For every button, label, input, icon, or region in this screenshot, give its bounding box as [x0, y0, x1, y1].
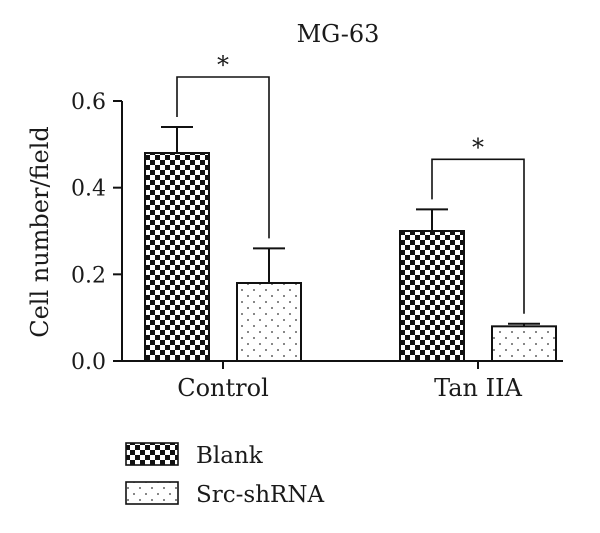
legend-swatch — [125, 442, 179, 466]
x-tick-label: Control — [177, 374, 269, 402]
bar — [491, 325, 557, 363]
y-tick-label: 0.6 — [71, 90, 106, 115]
legend-label: Blank — [196, 443, 264, 469]
legend-label: Src-shRNA — [196, 482, 324, 508]
significance-label: * — [217, 51, 229, 79]
y-tick-label: 0.4 — [71, 177, 106, 202]
significance-bracket — [431, 158, 525, 314]
bar — [144, 152, 210, 362]
significance-label: * — [472, 133, 484, 161]
bar — [399, 230, 465, 362]
y-axis-label: Cell number/field — [26, 126, 54, 338]
y-tick-label: 0.0 — [71, 350, 106, 375]
y-tick-label: 0.2 — [71, 263, 106, 288]
legend: Blank Src-shRNA — [125, 442, 324, 508]
legend-swatch — [125, 481, 179, 505]
bar — [236, 282, 302, 362]
x-tick-label: Tan IIA — [434, 374, 523, 402]
chart-title: MG-63 — [297, 20, 380, 48]
plot-area: 0.0 0.2 0.4 0.6 Control Tan IIA * * — [71, 51, 563, 402]
significance-bracket — [176, 76, 270, 239]
